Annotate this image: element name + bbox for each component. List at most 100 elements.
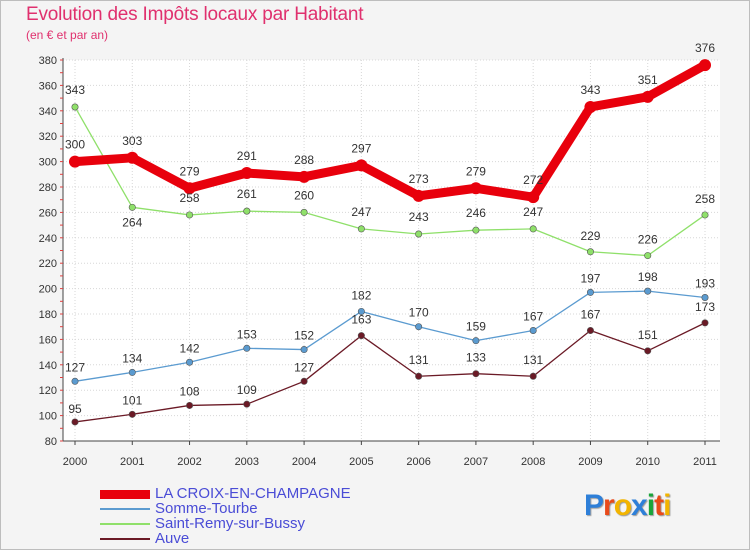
x-tick-label: 2006 xyxy=(406,456,430,468)
y-tick-label: 320 xyxy=(39,131,57,143)
y-tick-label: 260 xyxy=(39,207,57,219)
data-label: 351 xyxy=(638,73,658,87)
data-label: 193 xyxy=(695,276,715,290)
data-point xyxy=(472,337,480,345)
data-point xyxy=(126,151,139,164)
x-tick-label: 2003 xyxy=(235,456,259,468)
series-line xyxy=(70,60,710,202)
data-point xyxy=(183,182,196,195)
legend-swatch xyxy=(100,508,150,511)
data-label: 131 xyxy=(523,353,543,367)
y-tick-label: 140 xyxy=(39,360,57,372)
x-tick-label: 2001 xyxy=(120,456,144,468)
data-label: 167 xyxy=(523,310,543,324)
data-label: 229 xyxy=(580,229,600,243)
series-line xyxy=(74,322,706,423)
data-point xyxy=(186,211,194,219)
logo-letter: P xyxy=(584,489,604,522)
data-label: 109 xyxy=(237,383,257,397)
y-tick-label: 380 xyxy=(39,55,57,67)
data-label: 291 xyxy=(237,149,257,163)
data-label: 159 xyxy=(466,320,486,334)
data-point xyxy=(128,203,136,211)
data-point xyxy=(412,189,425,202)
data-point xyxy=(529,225,537,233)
x-tick-label: 2008 xyxy=(521,456,545,468)
logo-letter: i xyxy=(663,489,671,522)
data-label: 152 xyxy=(294,329,314,343)
data-label: 258 xyxy=(695,192,715,206)
data-label: 300 xyxy=(65,138,85,152)
data-label: 273 xyxy=(409,172,429,186)
data-label: 258 xyxy=(180,191,200,205)
legend-swatch xyxy=(100,489,150,499)
data-point xyxy=(300,377,308,385)
data-point xyxy=(415,323,423,331)
data-point xyxy=(69,155,81,168)
data-label: 167 xyxy=(580,308,600,322)
series-line xyxy=(74,290,706,382)
data-point xyxy=(472,226,480,234)
legend-swatch xyxy=(100,523,150,526)
x-tick-label: 2009 xyxy=(578,456,602,468)
data-point xyxy=(586,327,594,335)
data-point xyxy=(357,332,365,340)
data-point xyxy=(128,368,136,376)
data-point xyxy=(240,167,253,180)
series-line xyxy=(74,106,706,257)
data-point xyxy=(527,191,540,204)
data-point xyxy=(71,377,79,385)
data-label: 170 xyxy=(409,306,429,320)
data-point xyxy=(529,372,537,380)
data-label: 133 xyxy=(466,351,486,365)
data-point xyxy=(243,344,251,352)
y-tick-label: 240 xyxy=(39,233,57,245)
x-tick-label: 2004 xyxy=(292,456,316,468)
logo-letter: i xyxy=(646,489,655,522)
legend-item-la-croix: LA CROIX-EN-CHAMPAGNE xyxy=(100,486,351,501)
data-point xyxy=(415,372,423,380)
logo-letter: o xyxy=(613,489,632,522)
x-tick-label: 2011 xyxy=(693,456,717,468)
data-point xyxy=(584,100,597,113)
data-label: 376 xyxy=(695,41,715,55)
data-point xyxy=(186,401,194,409)
data-point xyxy=(701,319,709,327)
data-label: 198 xyxy=(638,270,658,284)
data-label: 247 xyxy=(351,205,371,219)
data-label: 142 xyxy=(180,341,200,355)
data-label: 297 xyxy=(351,141,371,155)
chart-title: Evolution des Impôts locaux par Habitant xyxy=(26,4,364,25)
data-label: 95 xyxy=(68,402,82,416)
data-label: 343 xyxy=(580,83,600,97)
data-label: 153 xyxy=(237,327,257,341)
data-label: 261 xyxy=(237,187,257,201)
logo-letter: r xyxy=(603,489,615,522)
legend-swatch xyxy=(100,538,150,541)
data-label: 151 xyxy=(638,328,658,342)
data-point xyxy=(300,346,308,354)
y-tick-label: 80 xyxy=(45,436,57,448)
data-label: 247 xyxy=(523,205,543,219)
data-point xyxy=(586,288,594,296)
data-label: 243 xyxy=(409,210,429,224)
data-point xyxy=(243,207,251,215)
logo-letter: x xyxy=(631,489,648,522)
data-point xyxy=(243,400,251,408)
chart-subtitle: (en € et par an) xyxy=(26,28,109,42)
data-label: 127 xyxy=(65,360,85,374)
data-label: 279 xyxy=(466,164,486,178)
data-point xyxy=(644,347,652,355)
legend-label: Somme-Tourbe xyxy=(155,500,258,517)
x-tick-label: 2010 xyxy=(635,456,659,468)
data-point xyxy=(586,248,594,256)
data-label: 272 xyxy=(523,173,543,187)
legend-item-saint-remy: Saint-Remy-sur-Bussy xyxy=(100,516,305,531)
data-label: 182 xyxy=(351,288,371,302)
data-label: 279 xyxy=(180,164,200,178)
legend-item-auve: Auve xyxy=(100,531,189,546)
data-label: 163 xyxy=(351,313,371,327)
data-label: 131 xyxy=(409,353,429,367)
x-tick-label: 2002 xyxy=(177,456,201,468)
